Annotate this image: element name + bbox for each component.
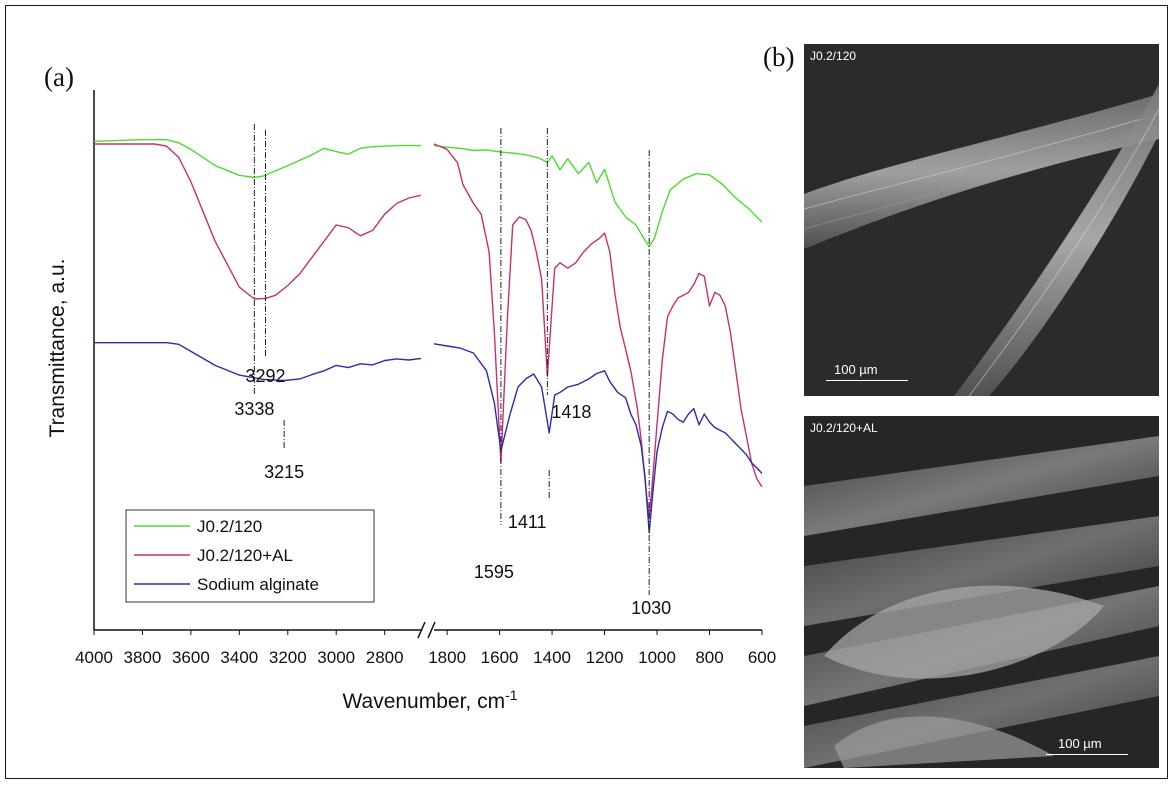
- x-tick-label: 600: [748, 648, 776, 667]
- peak-label: 1411: [508, 512, 547, 532]
- series-layer: [93, 139, 763, 534]
- axis-break-mark: [427, 621, 436, 639]
- x-tick-label: 3000: [317, 648, 355, 667]
- x-tick-label: 4000: [75, 648, 113, 667]
- x-tick-label: 800: [695, 648, 723, 667]
- x-axis-label-text: Wavenumber, cm: [342, 690, 505, 713]
- peak-label: 3215: [264, 462, 304, 482]
- x-tick-label: 2800: [366, 648, 404, 667]
- series-line-sodium-alginate: [94, 342, 422, 382]
- series-line-j0-2-120: [433, 144, 763, 248]
- axis-break-mark: [417, 621, 426, 639]
- y-axis-label: Transmittance, a.u.: [46, 259, 69, 438]
- figure-frame: [5, 5, 1168, 779]
- series-line-j0-2-120-al: [433, 143, 763, 518]
- scale-bar-label: 100 µm: [1058, 736, 1102, 751]
- panel-label-b: (b): [763, 42, 795, 72]
- sem-label-untreated: J0.2/120: [810, 49, 857, 63]
- sem-label-coated: J0.2/120+AL: [810, 421, 878, 435]
- legend-label: Sodium alginate: [197, 575, 319, 594]
- series-line-j0-2-120-al: [94, 143, 422, 300]
- x-axis-label-sup: -1: [505, 687, 518, 703]
- scale-bar-label: 100 µm: [834, 362, 878, 377]
- x-tick-label: 1000: [638, 648, 676, 667]
- fiber-texture: [804, 436, 1159, 768]
- series-line-sodium-alginate: [433, 343, 763, 534]
- panel-label-a: (a): [44, 62, 74, 92]
- x-tick-label: 1400: [533, 648, 571, 667]
- x-tick-label: 3200: [269, 648, 307, 667]
- legend-label: J0.2/120+AL: [197, 546, 293, 565]
- annotation-layer: 3338 3292 3215 1595 1418 1411 1030: [234, 124, 671, 618]
- fiber-texture: [804, 84, 1159, 396]
- peak-label: 3292: [245, 366, 285, 386]
- peak-label: 1418: [551, 402, 591, 422]
- x-axis-label: Wavenumber, cm-1: [342, 687, 517, 713]
- peak-label: 3338: [234, 399, 274, 419]
- sem-image-coated: J0.2/120+AL 100 µm: [804, 416, 1159, 768]
- x-tick-label: 1600: [481, 648, 519, 667]
- x-tick-label: 1800: [428, 648, 466, 667]
- x-tick-label: 1200: [586, 648, 624, 667]
- series-line-j0-2-120: [93, 139, 421, 179]
- legend-label: J0.2/120: [197, 517, 262, 536]
- scale-bar: [1046, 754, 1128, 755]
- tick-marks: 4000 3800 3600 3400 3200 3000 2800 1800 1600 1400…: [75, 630, 776, 667]
- x-tick-label: 3600: [172, 648, 210, 667]
- sem-image-untreated: J0.2/120 100 µm: [804, 44, 1159, 396]
- x-tick-label: 3800: [124, 648, 162, 667]
- peak-label: 1595: [474, 562, 514, 582]
- peak-label: 1030: [631, 598, 671, 618]
- chart-axes: [93, 90, 762, 639]
- legend: J0.2/120 J0.2/120+AL Sodium alginate: [125, 509, 375, 603]
- scale-bar: [826, 380, 908, 381]
- x-tick-label: 3400: [220, 648, 258, 667]
